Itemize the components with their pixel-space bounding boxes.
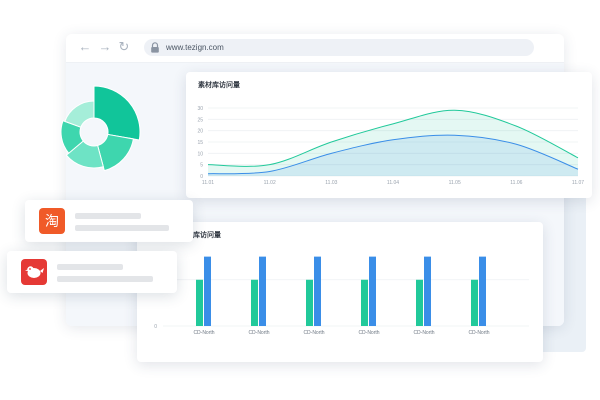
app-card-other[interactable] [7,251,177,293]
x-tick-label: 11.05 [449,180,461,186]
placeholder-line [75,213,141,219]
series-line [207,109,579,167]
y-tick-label: 25 [197,117,203,123]
placeholder-line [57,276,153,282]
bar-chart-title: 库访问量 [193,232,221,239]
bar-chart: 010%CD-NorthCD-NorthCD-NorthCD-NorthCD-N… [147,256,529,336]
series-line [207,134,579,175]
bar [314,256,321,326]
x-tick-label: CD-North [468,330,489,336]
y-tick-label: 5 [200,163,203,169]
bar [369,256,376,326]
bar [424,256,431,326]
bird-logo-icon [21,259,47,285]
lock-icon [151,42,159,53]
area-chart-title: 素材库访问量 [198,82,240,89]
x-tick-label: 11.04 [387,180,399,186]
x-tick-label: 11.02 [264,180,276,186]
bar [196,279,203,326]
y-tick-label: 0 [200,174,203,180]
x-tick-label: CD-North [413,330,434,336]
placeholder-line [75,225,169,231]
bar [479,256,486,326]
bar [306,279,313,326]
taobao-logo-icon: 淘 [39,208,65,234]
x-tick-label: CD-North [303,330,324,336]
bar [251,279,258,326]
browser-toolbar: ← → ↻ www.tezign.com [66,34,564,63]
x-tick-label: 11.01 [202,180,214,186]
bar [471,279,478,326]
bar [259,256,266,326]
arrow-left-icon[interactable]: ← [78,39,92,54]
reload-icon[interactable]: ↻ [118,39,130,54]
y-tick-label: 0 [154,324,157,330]
y-tick-label: 20 [197,129,203,135]
x-tick-label: 11.07 [572,180,584,186]
bar [204,256,211,326]
series-area [208,110,578,176]
bar [361,279,368,326]
bar-chart-card: 库访问量 010%CD-NorthCD-NorthCD-NorthCD-Nort… [137,222,543,362]
donut-chart [60,85,141,172]
donut-segment [97,133,134,172]
area-chart-card: 素材库访问量 30 25 20 15 10 5 0 11.01 11.02 11.03 11.04 1… [186,72,592,198]
bar [416,279,423,326]
series-area [208,135,578,176]
x-tick-label: CD-North [193,330,214,336]
area-chart: 30 25 20 15 10 5 011.01 11.02 11.03 11.04 11.05 11.… [197,106,584,186]
donut-segment [93,85,141,141]
x-tick-label: CD-North [248,330,269,336]
donut-segment [64,100,95,128]
address-bar[interactable]: www.tezign.com [144,39,534,56]
y-tick-label: 30 [197,106,203,112]
placeholder-line [57,264,123,270]
arrow-right-icon[interactable]: → [98,39,112,54]
x-tick-label: 11.06 [510,180,522,186]
x-tick-label: CD-North [358,330,379,336]
url-text: www.tezign.com [166,43,224,52]
x-tick-label: 11.03 [325,180,337,186]
y-tick-label: 15 [197,140,203,146]
y-tick-label: 10 [197,151,203,157]
donut-segment [60,120,84,154]
app-card-taobao[interactable]: 淘 [25,200,193,242]
